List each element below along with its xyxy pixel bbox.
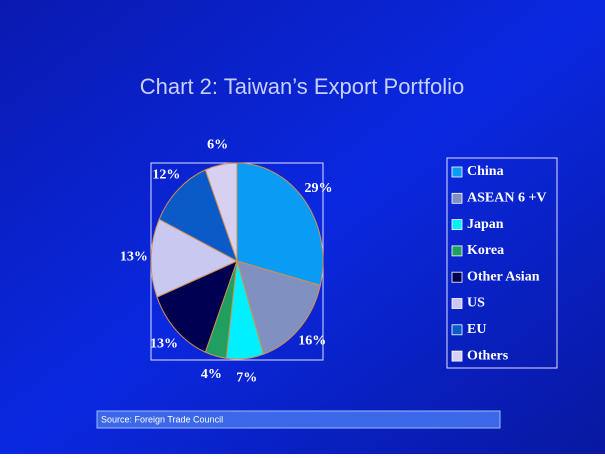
legend-label: US (467, 296, 485, 311)
data-label: 4% (201, 367, 222, 382)
legend-swatch (452, 351, 462, 361)
data-label: 13% (150, 336, 178, 351)
data-label: 16% (298, 334, 326, 349)
data-label: 12% (152, 167, 180, 182)
data-label: 29% (305, 181, 333, 196)
legend-label: Korea (467, 243, 504, 258)
legend-swatch (452, 246, 462, 256)
source: Source: Foreign Trade Council (101, 414, 223, 424)
legend-label: EU (467, 322, 486, 337)
legend-swatch (452, 220, 462, 230)
data-label: 13% (120, 250, 148, 265)
legend-label: Other Asian (467, 269, 540, 284)
slide: Chart 2: Taiwan’s Export Portfolio Sourc… (0, 0, 605, 454)
legend-swatch (452, 272, 462, 282)
legend-label: China (467, 164, 504, 179)
legend-label: Others (467, 348, 509, 363)
data-label: 6% (207, 138, 228, 153)
legend-label: Japan (467, 217, 504, 232)
legend-swatch (452, 167, 462, 177)
chart-title: Chart 2: Taiwan’s Export Portfolio (140, 74, 464, 99)
legend-swatch (452, 193, 462, 203)
legend-swatch (452, 299, 462, 309)
legend-label: ASEAN 6 +V (467, 191, 547, 206)
legend-swatch (452, 325, 462, 335)
data-label: 7% (236, 370, 257, 385)
